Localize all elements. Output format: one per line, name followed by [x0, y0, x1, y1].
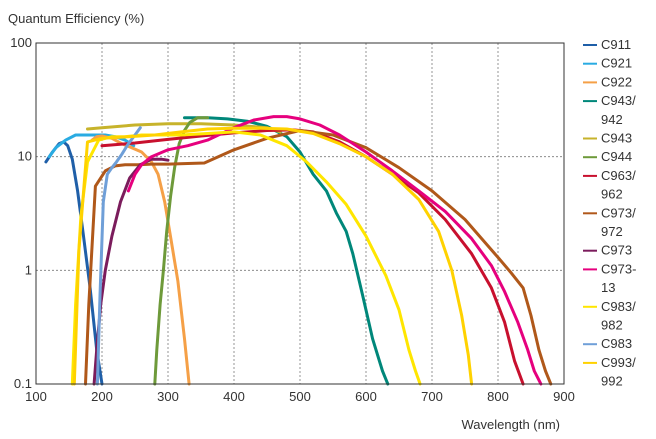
- x-axis-label: Wavelength (nm): [462, 417, 561, 432]
- axis-ticks: 100 200 300 400 500 600 700 800 900 0.1 1 10 100: [10, 35, 575, 404]
- series-line: [84, 129, 553, 386]
- grid: [36, 43, 564, 384]
- y-tick-label: 10: [18, 149, 32, 164]
- legend-label: C943: [601, 131, 632, 146]
- series-line: [126, 115, 543, 386]
- x-tick-label: 800: [487, 389, 509, 404]
- series-line: [183, 116, 390, 386]
- x-tick-label: 900: [553, 389, 575, 404]
- y-axis-label: Quantum Efficiency (%): [8, 11, 144, 26]
- series-line: [70, 130, 422, 386]
- plot-area: [44, 115, 553, 386]
- y-tick-label: 0.1: [14, 376, 32, 391]
- legend: C911 C921 C922 C943/942 C943 C944 C963/962 C973…: [583, 37, 636, 389]
- series-line: [72, 126, 474, 386]
- x-tick-label: 400: [223, 389, 245, 404]
- legend-label: C973-: [601, 261, 636, 276]
- x-tick-label: 700: [421, 389, 443, 404]
- legend-label: C963/: [601, 168, 636, 183]
- legend-label: C993/: [601, 355, 636, 370]
- legend-label: 972: [601, 224, 623, 239]
- legend-label: 982: [601, 318, 623, 333]
- legend-label: C983/: [601, 299, 636, 314]
- legend-label: 992: [601, 374, 623, 389]
- y-tick-label: 1: [25, 262, 32, 277]
- legend-label: C922: [601, 74, 632, 89]
- legend-label: C973/: [601, 205, 636, 220]
- series-line: [153, 116, 210, 386]
- legend-label: C944: [601, 149, 632, 164]
- series-line: [95, 126, 142, 386]
- legend-label: C983: [601, 336, 632, 351]
- legend-label: 962: [601, 187, 623, 202]
- plot-frame: [35, 42, 565, 385]
- series-line: [90, 134, 191, 386]
- legend-label: 942: [601, 112, 623, 127]
- x-tick-label: 600: [355, 389, 377, 404]
- x-tick-label: 500: [289, 389, 311, 404]
- y-tick-label: 100: [10, 35, 32, 50]
- legend-label: C973: [601, 243, 632, 258]
- legend-label: C943/: [601, 93, 636, 108]
- x-tick-label: 300: [157, 389, 179, 404]
- x-tick-label: 200: [91, 389, 113, 404]
- legend-label: 13: [601, 280, 615, 295]
- legend-label: C911: [601, 37, 631, 52]
- legend-label: C921: [601, 56, 632, 71]
- x-tick-label: 100: [25, 389, 47, 404]
